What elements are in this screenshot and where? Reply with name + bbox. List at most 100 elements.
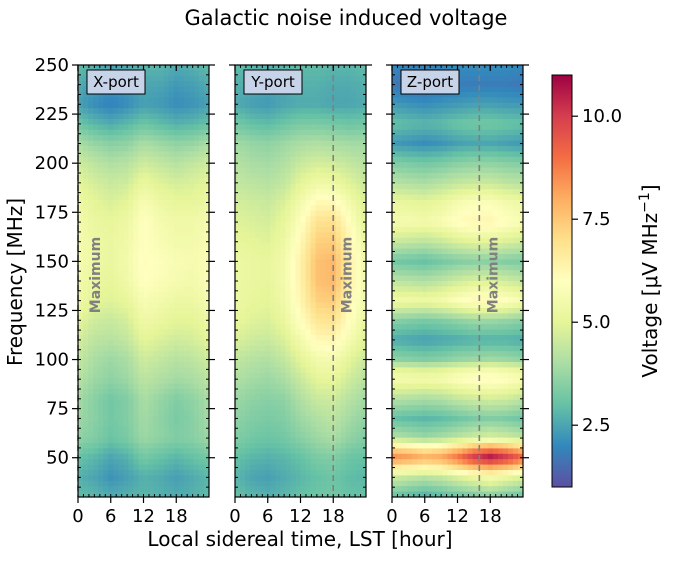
heatmap-cell (321, 335, 327, 341)
heatmap-cell (255, 475, 261, 481)
heatmap-cell (245, 443, 251, 449)
heatmap-cell (138, 335, 144, 341)
heatmap-cell (341, 205, 347, 211)
heatmap-cell (290, 216, 296, 222)
heatmap-cell (245, 211, 251, 217)
heatmap-cell (336, 459, 342, 465)
heatmap-cell (250, 238, 256, 244)
heatmap-cell (240, 459, 246, 465)
heatmap-cell (108, 259, 114, 265)
heatmap-cell (128, 281, 134, 287)
heatmap-cell (311, 108, 317, 114)
heatmap-cell (270, 173, 276, 179)
heatmap-cell (306, 97, 312, 103)
heatmap-cell (78, 411, 84, 417)
heatmap-cell (280, 189, 286, 195)
heatmap-cell (245, 259, 251, 265)
heatmap-cell (189, 151, 195, 157)
heatmap-cell (311, 475, 317, 481)
heatmap-cell (123, 394, 129, 400)
heatmap-cell (270, 189, 276, 195)
heatmap-cell (265, 405, 271, 411)
heatmap-cell (184, 135, 190, 141)
heatmap-cell (265, 173, 271, 179)
heatmap-cell (174, 362, 180, 368)
heatmap-cell (240, 340, 246, 346)
heatmap-cell (422, 205, 428, 211)
heatmap-cell (88, 400, 94, 406)
heatmap-cell (138, 276, 144, 282)
heatmap-cell (255, 97, 261, 103)
heatmap-cell (422, 141, 428, 147)
heatmap-cell (113, 459, 119, 465)
heatmap-cell (235, 254, 241, 260)
heatmap-cell (174, 146, 180, 152)
heatmap-cell (301, 475, 307, 481)
heatmap-cell (118, 168, 124, 174)
heatmap-cell (316, 454, 322, 460)
heatmap-cell (306, 173, 312, 179)
heatmap-cell (149, 92, 155, 98)
heatmap-cell (133, 330, 139, 336)
heatmap-cell (341, 486, 347, 492)
heatmap-cell (311, 173, 317, 179)
heatmap-cell (463, 124, 469, 130)
heatmap-cell (184, 454, 190, 460)
heatmap-cell (306, 270, 312, 276)
heatmap-cell (93, 481, 99, 487)
heatmap-cell (442, 195, 448, 201)
heatmap-cell (280, 351, 286, 357)
heatmap-cell (341, 114, 347, 120)
y-axis-label: Frequency [MHz] (3, 198, 27, 366)
heatmap-cell (88, 346, 94, 352)
heatmap-cell (113, 189, 119, 195)
heatmap-cell (270, 438, 276, 444)
heatmap-cell (351, 146, 357, 152)
heatmap-cell (93, 394, 99, 400)
heatmap-cell (356, 222, 362, 228)
heatmap-cell (508, 103, 514, 109)
heatmap-cell (311, 87, 317, 93)
heatmap-cell (463, 151, 469, 157)
x-tick-label: 6 (262, 506, 273, 527)
heatmap-cell (458, 130, 464, 136)
heatmap-cell (513, 162, 519, 168)
heatmap-cell (235, 303, 241, 309)
heatmap-cell (149, 378, 155, 384)
heatmap-cell (498, 157, 504, 163)
heatmap-cell (316, 486, 322, 492)
heatmap-cell (240, 222, 246, 228)
chart-title: Galactic noise induced voltage (185, 6, 508, 30)
heatmap-cell (458, 124, 464, 130)
heatmap-cell (250, 286, 256, 292)
heatmap-cell (250, 465, 256, 471)
heatmap-cell (98, 178, 104, 184)
heatmap-cell (513, 200, 519, 206)
heatmap-cell (503, 216, 509, 222)
heatmap-cell (346, 384, 352, 390)
heatmap-cell (164, 486, 170, 492)
heatmap-cell (113, 367, 119, 373)
heatmap-cell (179, 438, 185, 444)
heatmap-cell (179, 362, 185, 368)
heatmap-cell (113, 481, 119, 487)
heatmap-cell (311, 141, 317, 147)
heatmap-cell (159, 303, 165, 309)
heatmap-cell (478, 168, 484, 174)
heatmap-cell (285, 259, 291, 265)
heatmap-cell (290, 119, 296, 125)
heatmap-cell (356, 270, 362, 276)
heatmap-cell (306, 238, 312, 244)
heatmap-cell (133, 227, 139, 233)
heatmap-cell (189, 465, 195, 471)
y-tick-label: 50 (46, 448, 69, 469)
heatmap-cell (179, 184, 185, 190)
heatmap-cell (265, 205, 271, 211)
heatmap-cell (265, 270, 271, 276)
heatmap-cell (417, 200, 423, 206)
heatmap-cell (447, 168, 453, 174)
heatmap-cell (174, 265, 180, 271)
heatmap-cell (311, 427, 317, 433)
heatmap-cell (113, 421, 119, 427)
heatmap-cell (301, 486, 307, 492)
